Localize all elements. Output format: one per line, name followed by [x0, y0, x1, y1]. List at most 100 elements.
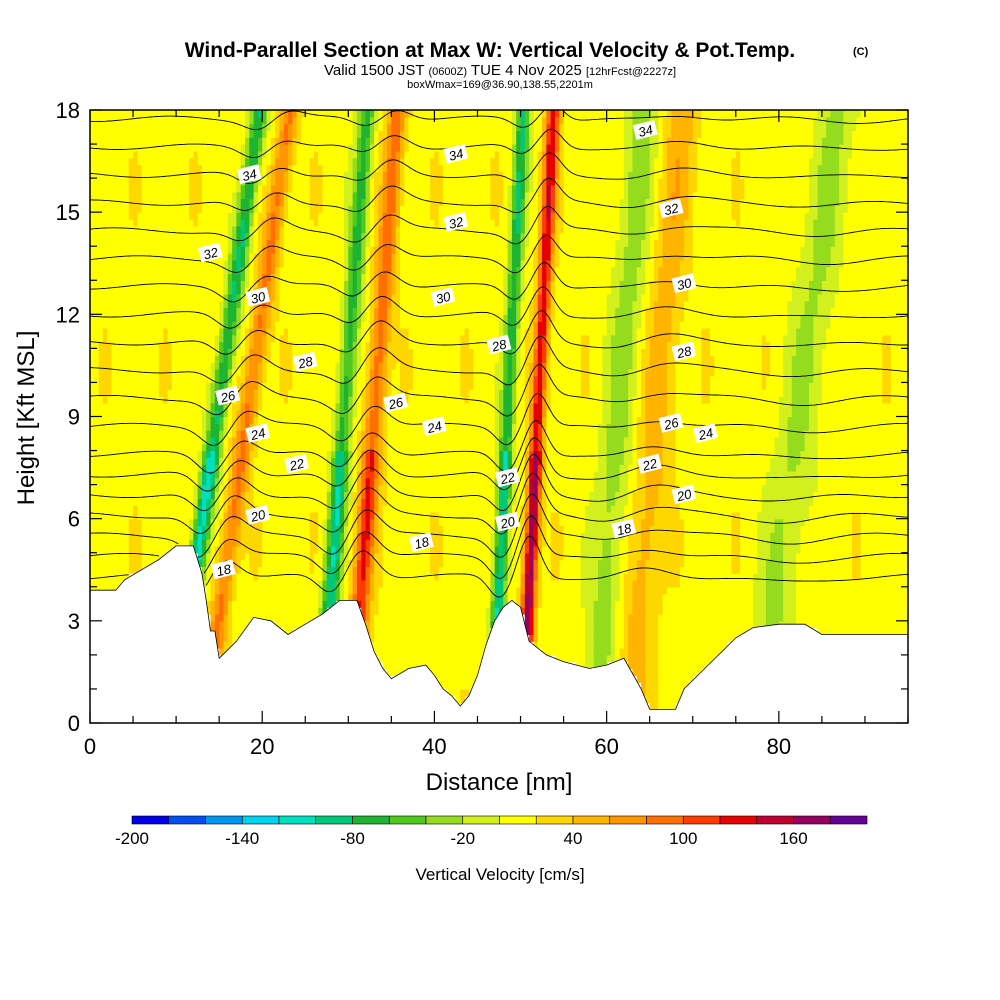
heatmap-cell: [490, 498, 496, 506]
heatmap-cell: [623, 505, 629, 513]
heatmap-cell: [847, 600, 853, 608]
heatmap-cell: [391, 518, 397, 527]
heatmap-cell: [658, 620, 664, 629]
heatmap-cell: [632, 654, 638, 663]
heatmap-cell: [107, 579, 113, 588]
heatmap-cell: [253, 586, 259, 595]
heatmap-cell: [443, 682, 448, 690]
heatmap-cell: [770, 545, 776, 554]
heatmap-cell: [576, 593, 582, 601]
heatmap-cell: [206, 484, 212, 493]
heatmap-cell: [753, 559, 758, 567]
heatmap-cell: [115, 525, 121, 533]
heatmap-cell: [791, 511, 797, 520]
heatmap-cell: [877, 518, 883, 527]
heatmap-cell: [447, 545, 453, 554]
heatmap-cell: [658, 648, 664, 656]
heatmap-cell: [115, 505, 121, 513]
heatmap-cell: [511, 579, 517, 588]
heatmap-cell: [761, 559, 767, 567]
heatmap-cell: [722, 484, 728, 493]
heatmap-cell: [882, 579, 888, 588]
heatmap-cell: [692, 607, 698, 615]
heatmap-cell: [675, 620, 681, 629]
heatmap-cell: [572, 566, 578, 574]
heatmap-cell: [455, 477, 461, 486]
heatmap-cell: [765, 505, 771, 513]
heatmap-cell: [507, 539, 513, 547]
heatmap-cell: [641, 661, 646, 670]
heatmap-cell: [645, 620, 651, 629]
heatmap-cell: [615, 573, 621, 581]
heatmap-cell: [610, 559, 616, 567]
heatmap-cell: [438, 607, 444, 615]
heatmap-cell: [610, 457, 616, 465]
heatmap-cell: [90, 518, 95, 527]
heatmap-cell: [443, 525, 448, 533]
heatmap-cell: [90, 566, 95, 574]
heatmap-cell: [834, 539, 840, 547]
heatmap-cell: [796, 477, 801, 486]
heatmap-cell: [270, 484, 276, 493]
heatmap-cell: [270, 477, 276, 486]
heatmap-cell: [830, 559, 836, 567]
heatmap-cell: [800, 593, 806, 601]
heatmap-cell: [791, 593, 797, 601]
heatmap-cell: [834, 505, 840, 513]
heatmap-cell: [210, 607, 216, 615]
heatmap-cell: [662, 525, 668, 533]
heatmap-cell: [232, 470, 237, 479]
heatmap-cell: [477, 559, 483, 567]
heatmap-cell: [658, 545, 664, 554]
heatmap-cell: [537, 566, 543, 574]
heatmap-cell: [559, 477, 565, 486]
heatmap-cell: [641, 470, 646, 479]
heatmap-cell: [542, 457, 547, 465]
heatmap-cell: [877, 525, 883, 533]
heatmap-cell: [249, 593, 255, 601]
heatmap-cell: [98, 464, 104, 472]
heatmap-cell: [94, 539, 100, 547]
heatmap-cell: [718, 620, 724, 629]
heatmap-cell: [283, 559, 289, 567]
heatmap-cell: [572, 607, 578, 615]
heatmap-cell: [684, 668, 690, 676]
heatmap-cell: [322, 457, 328, 465]
heatmap-cell: [520, 464, 526, 472]
heatmap-cell: [662, 532, 668, 540]
heatmap-cell: [382, 600, 388, 608]
heatmap-cell: [895, 470, 900, 479]
heatmap-cell: [124, 457, 130, 465]
heatmap-cell: [524, 627, 530, 636]
heatmap-cell: [856, 586, 862, 595]
heatmap-cell: [275, 532, 281, 540]
heatmap-cell: [533, 464, 539, 472]
heatmap-cell: [94, 518, 100, 527]
heatmap-cell: [387, 586, 392, 595]
heatmap-cell: [783, 559, 789, 567]
heatmap-cell: [460, 477, 466, 486]
heatmap-cell: [649, 627, 655, 636]
heatmap-cell: [477, 464, 483, 472]
heatmap-cell: [852, 559, 857, 567]
heatmap-cell: [520, 545, 526, 554]
heatmap-cell: [395, 620, 401, 629]
heatmap-cell: [154, 464, 160, 472]
heatmap-cell: [378, 579, 384, 588]
heatmap-cell: [705, 607, 711, 615]
heatmap-cell: [365, 457, 371, 465]
heatmap-cell: [240, 511, 246, 520]
heatmap-cell: [813, 573, 819, 581]
heatmap-cell: [447, 600, 453, 608]
heatmap-cell: [778, 545, 784, 554]
heatmap-cell: [796, 552, 801, 561]
heatmap-cell: [860, 559, 866, 567]
heatmap-cell: [490, 614, 496, 622]
heatmap-cell: [537, 593, 543, 601]
heatmap-cell: [770, 518, 776, 527]
heatmap-cell: [421, 641, 427, 649]
heatmap-cell: [503, 579, 509, 588]
heatmap-cell: [598, 573, 603, 581]
heatmap-cell: [550, 566, 556, 574]
heatmap-cell: [899, 586, 905, 595]
